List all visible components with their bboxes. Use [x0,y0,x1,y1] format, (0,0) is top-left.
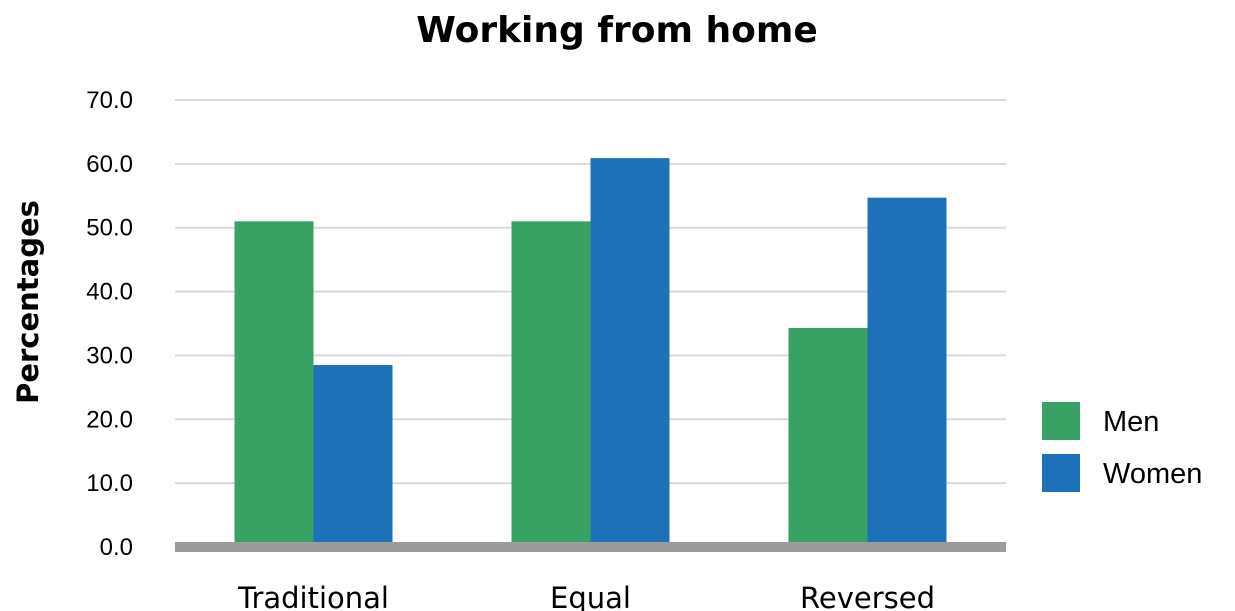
y-tick-label: 60.0 [86,151,133,178]
legend-label-men: Men [1103,406,1159,438]
bar-men-traditional [234,221,314,548]
legend-swatch-men [1042,402,1080,440]
y-axis-label: Percentages [11,200,45,404]
bar-women-reversed [867,197,947,548]
y-tick-label: 50.0 [86,215,133,242]
y-axis-ticks: 0.0 10.0 20.0 30.0 40.0 50.0 60.0 70.0 [86,87,133,561]
bar-men-reversed [788,327,868,547]
legend-label-women: Women [1103,458,1202,490]
x-axis-baseline [175,542,1006,552]
x-category-label: Reversed [800,581,935,611]
y-tick-label: 10.0 [86,470,133,497]
y-tick-label: 40.0 [86,279,133,306]
y-tick-label: 70.0 [86,87,133,114]
legend-swatch-women [1042,454,1080,492]
chart-title: Working from home [416,10,818,51]
bars [234,158,947,548]
y-tick-label: 0.0 [100,534,133,561]
bar-women-equal [590,158,670,548]
x-category-label: Equal [550,581,631,611]
x-axis-categories: Traditional Equal Reversed [237,581,935,611]
y-tick-label: 30.0 [86,342,133,369]
x-category-label: Traditional [237,581,389,611]
y-tick-label: 20.0 [86,406,133,433]
bar-men-equal [511,221,591,548]
bar-women-traditional [313,365,393,547]
x-axis-line [175,542,1006,552]
legend: Men Women [1042,402,1202,492]
